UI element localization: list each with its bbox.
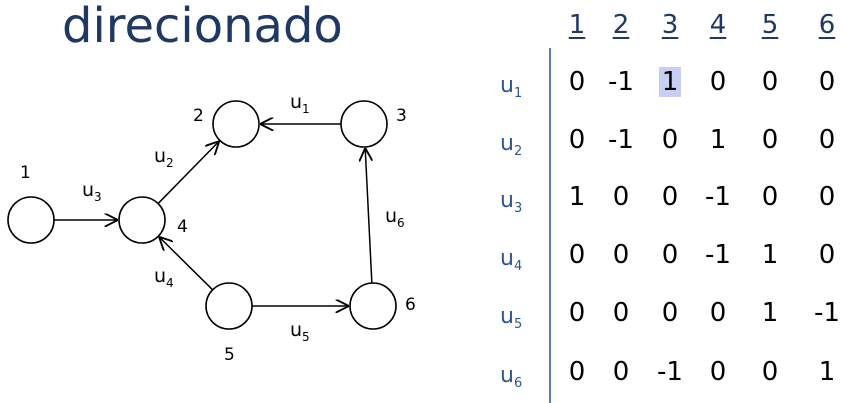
matrix-cell: 0 — [568, 357, 586, 387]
matrix-cell: 0 — [709, 67, 727, 97]
node-label-3: 3 — [396, 106, 407, 126]
matrix-cell: 0 — [818, 182, 836, 212]
matrix-cell: -1 — [705, 240, 731, 270]
node-6 — [349, 282, 397, 330]
row-header-u4: u4 — [500, 246, 523, 274]
matrix-cell: 0 — [709, 298, 727, 328]
edge-u2 — [157, 141, 219, 205]
matrix-cell: 0 — [612, 298, 630, 328]
matrix-divider — [549, 48, 551, 403]
matrix-cell: 0 — [568, 125, 586, 155]
matrix-cell: 0 — [818, 240, 836, 270]
edge-label-u2: u2 — [154, 145, 174, 170]
matrix-cell: -1 — [657, 357, 683, 387]
matrix-cell: 0 — [568, 67, 586, 97]
matrix-cell: -1 — [608, 125, 634, 155]
matrix-cell: 1 — [818, 357, 836, 387]
matrix-cell: 0 — [661, 298, 679, 328]
matrix-cell: 1 — [761, 240, 779, 270]
row-header-u6: u6 — [500, 363, 523, 391]
matrix-cell: 0 — [761, 67, 779, 97]
column-header-6: 6 — [818, 10, 836, 40]
node-label-4: 4 — [177, 217, 188, 237]
node-1 — [7, 196, 55, 244]
matrix-cell: 0 — [818, 125, 836, 155]
page-title: direcionado — [62, 0, 343, 54]
column-header-5: 5 — [761, 10, 779, 40]
matrix-cell: -1 — [814, 298, 840, 328]
column-header-4: 4 — [709, 10, 727, 40]
column-header-1: 1 — [568, 10, 586, 40]
edge-u4 — [159, 237, 214, 291]
matrix-cell: 0 — [761, 357, 779, 387]
matrix-cell: 0 — [661, 125, 679, 155]
row-header-u1: u1 — [500, 73, 523, 101]
row-header-u2: u2 — [500, 131, 523, 159]
matrix-cell: 0 — [612, 182, 630, 212]
matrix-cell: 0 — [612, 357, 630, 387]
matrix-cell: -1 — [705, 182, 731, 212]
matrix-cell: -1 — [608, 67, 634, 97]
matrix-cell: 0 — [568, 240, 586, 270]
row-header-u3: u3 — [500, 188, 523, 216]
edge-label-u3: u3 — [82, 179, 102, 204]
matrix-cell: 0 — [761, 182, 779, 212]
node-2 — [212, 100, 260, 148]
directed-graph: u1 u2 u3 u4 u5 u6 1 2 3 4 5 6 — [7, 91, 416, 365]
node-4 — [118, 196, 166, 244]
matrix-cell: 0 — [568, 298, 586, 328]
node-label-2: 2 — [193, 106, 204, 126]
matrix-cell: 0 — [661, 182, 679, 212]
node-3 — [340, 100, 388, 148]
edge-label-u6: u6 — [385, 205, 405, 230]
column-header-3: 3 — [661, 10, 679, 40]
matrix-cell: 0 — [661, 240, 679, 270]
node-label-5: 5 — [224, 345, 235, 365]
edge-label-u5: u5 — [290, 319, 310, 344]
row-header-u5: u5 — [500, 304, 523, 332]
matrix-cell: 1 — [650, 66, 690, 98]
node-label-1: 1 — [20, 163, 31, 183]
matrix-cell: 0 — [612, 240, 630, 270]
edge-label-u1: u1 — [290, 91, 310, 116]
matrix-cell: 0 — [709, 357, 727, 387]
matrix-cell: 1 — [568, 182, 586, 212]
column-header-2: 2 — [612, 10, 630, 40]
matrix-cell: 1 — [709, 125, 727, 155]
node-5 — [205, 282, 253, 330]
matrix-cell: 0 — [818, 67, 836, 97]
node-label-6: 6 — [405, 295, 416, 315]
matrix-cell: 0 — [761, 125, 779, 155]
matrix-cell: 1 — [761, 298, 779, 328]
edge-u6 — [365, 148, 373, 284]
edge-label-u4: u4 — [154, 265, 174, 290]
